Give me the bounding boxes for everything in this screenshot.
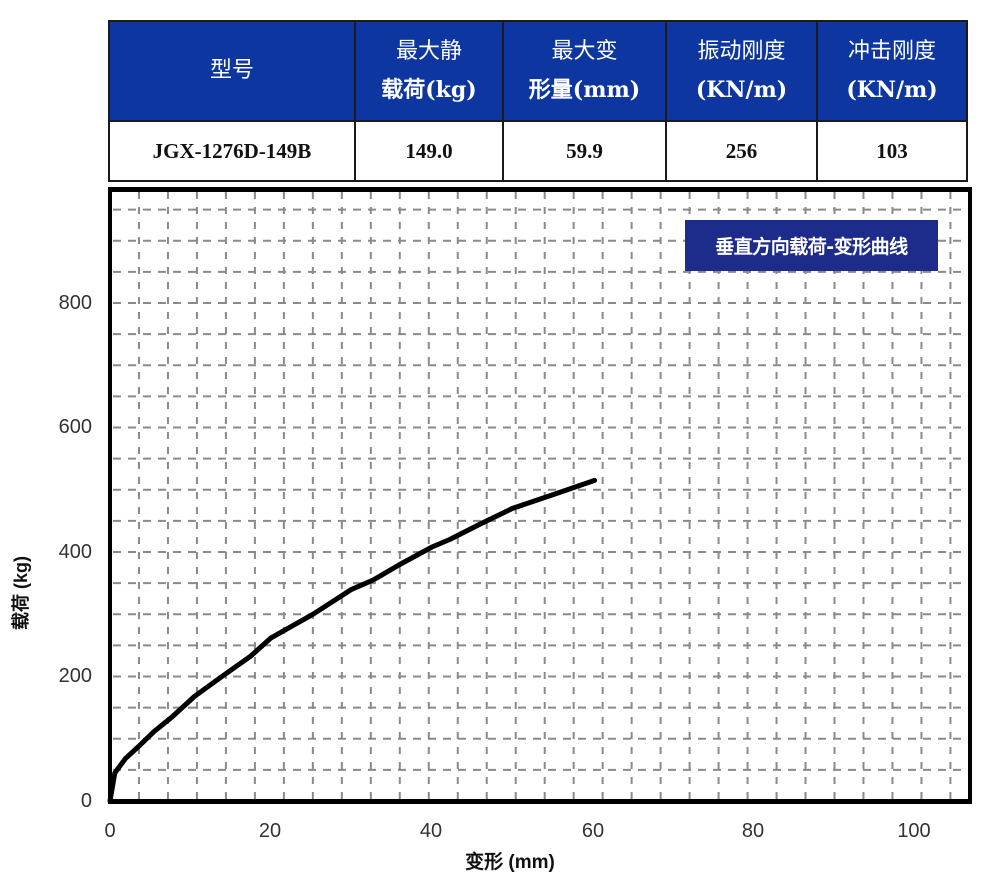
header-line1: 最大变 [551, 39, 618, 64]
header-impact-stiffness: 冲击刚度 (KN/m) [818, 22, 966, 120]
y-tick: 600 [58, 416, 92, 438]
cell-max-deformation: 59.9 [504, 122, 665, 180]
x-axis-label: 变形 (mm) [465, 852, 555, 873]
load-deformation-curve [107, 477, 598, 804]
chart-legend: 垂直方向载荷-变形曲线 [685, 220, 938, 271]
cell-model: JGX-1276D-149B [110, 122, 354, 180]
cell-max-static-load: 149.0 [356, 122, 502, 180]
y-axis-label: 载荷 (kg) [11, 556, 31, 630]
plot-area [108, 187, 972, 804]
y-tick: 200 [58, 665, 92, 687]
x-tick: 40 [419, 820, 443, 842]
y-tick: 800 [58, 292, 92, 314]
grid [113, 192, 968, 799]
header-line2: 形量(mm) [528, 77, 641, 103]
header-model-label: 型号 [209, 58, 254, 83]
cell-impact-stiffness: 103 [818, 122, 966, 180]
y-tick: 400 [58, 541, 92, 563]
cell-vibration-stiffness: 256 [667, 122, 816, 180]
header-line2: (KN/m) [846, 77, 938, 103]
x-tick: 100 [897, 820, 931, 842]
header-line1: 振动刚度 [697, 39, 786, 64]
header-line2: (KN/m) [695, 77, 788, 103]
header-max-deformation: 最大变 形量(mm) [504, 22, 665, 120]
x-tick: 80 [741, 820, 765, 842]
y-tick: 0 [80, 790, 92, 812]
header-line2: 载荷(kg) [381, 77, 477, 103]
header-line1: 冲击刚度 [847, 39, 936, 64]
spec-table: 型号 最大静 载荷(kg) 最大变 形量(mm) 振动刚度 (KN/m) 冲击刚… [108, 20, 968, 182]
x-tick: 0 [104, 820, 116, 842]
header-max-static-load: 最大静 载荷(kg) [356, 22, 502, 120]
x-tick: 60 [581, 820, 605, 842]
x-tick: 20 [258, 820, 282, 842]
header-vibration-stiffness: 振动刚度 (KN/m) [667, 22, 816, 120]
header-line1: 最大静 [395, 39, 462, 64]
header-model: 型号 [110, 22, 354, 120]
legend-label: 垂直方向载荷-变形曲线 [715, 236, 908, 258]
